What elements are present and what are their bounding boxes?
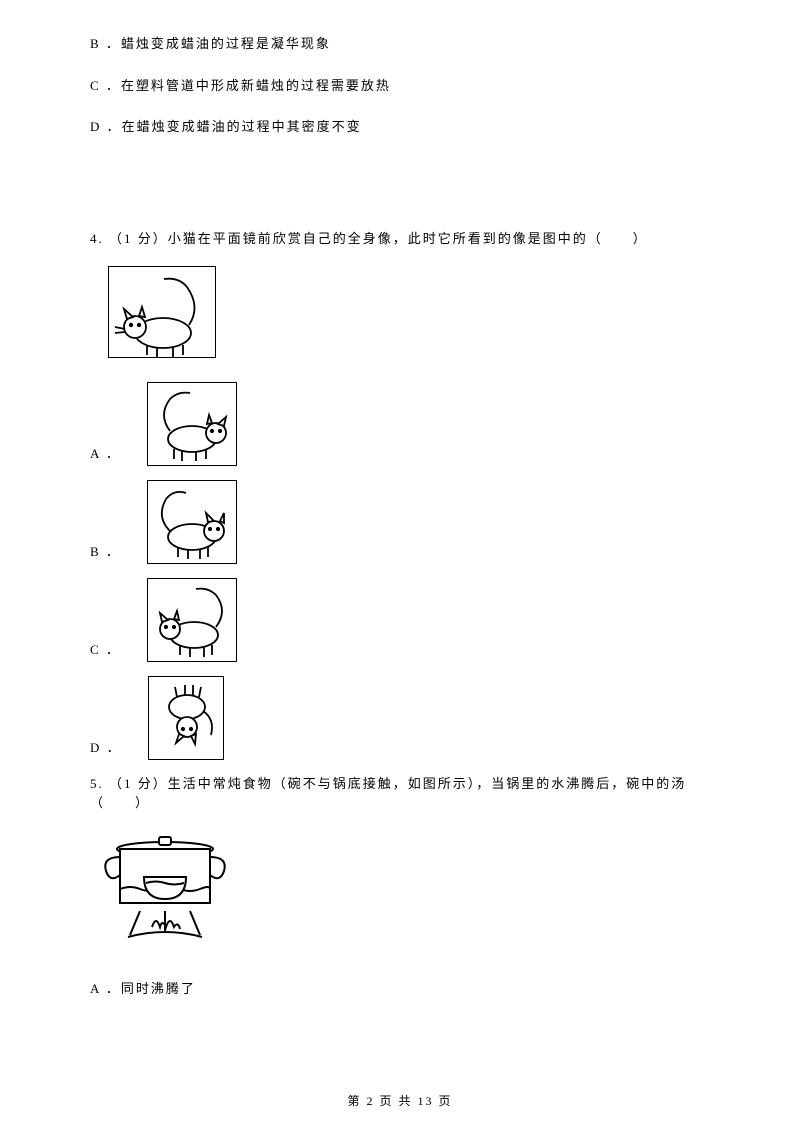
q4-reference-image <box>108 266 710 364</box>
cat-d-icon <box>149 677 225 761</box>
spacer <box>90 159 710 229</box>
cat-right-icon <box>148 383 238 467</box>
cat-b-icon <box>148 481 238 565</box>
q4-option-A[interactable]: A ． <box>90 382 710 466</box>
q4-option-C[interactable]: C ． <box>90 578 710 662</box>
q4-option-B-image <box>147 480 237 564</box>
q4-option-D-image <box>148 676 224 760</box>
q4-option-A-label: A ． <box>90 444 121 466</box>
footer-prefix: 第 <box>347 1094 366 1108</box>
q5-option-A: A ．同时沸腾了 <box>90 979 710 999</box>
q4-option-A-image <box>147 382 237 466</box>
page-footer: 第 2 页 共 13 页 <box>0 1092 800 1110</box>
q4-text: 4. （1 分）小猫在平面镜前欣赏自己的全身像，此时它所看到的像是图中的（ ） <box>90 229 710 249</box>
footer-total: 13 <box>418 1094 434 1108</box>
cat-reference-icon <box>109 267 217 359</box>
q4-option-C-image <box>147 578 237 662</box>
prev-option-D: D ．在蜡烛变成蜡油的过程中其密度不变 <box>90 117 710 137</box>
q4-option-D[interactable]: D ． <box>90 676 710 760</box>
q4-option-D-label: D ． <box>90 738 122 760</box>
footer-middle: 页 共 <box>374 1094 417 1108</box>
q5-text: 5. （1 分）生活中常炖食物（碗不与锅底接触，如图所示），当锅里的水沸腾后，碗… <box>90 774 710 813</box>
footer-suffix: 页 <box>434 1094 453 1108</box>
q4-option-B-label: B ． <box>90 542 121 564</box>
prev-option-C: C ．在塑料管道中形成新蜡烛的过程需要放热 <box>90 76 710 96</box>
prev-option-B: B ．蜡烛变成蜡油的过程是凝华现象 <box>90 34 710 54</box>
q4-option-B[interactable]: B ． <box>90 480 710 564</box>
pot-on-stove-icon <box>90 831 240 961</box>
q5-figure <box>90 831 710 961</box>
exam-page: B ．蜡烛变成蜡油的过程是凝华现象 C ．在塑料管道中形成新蜡烛的过程需要放热 … <box>0 0 800 1132</box>
q4-option-C-label: C ． <box>90 640 121 662</box>
cat-c-icon <box>148 579 238 663</box>
